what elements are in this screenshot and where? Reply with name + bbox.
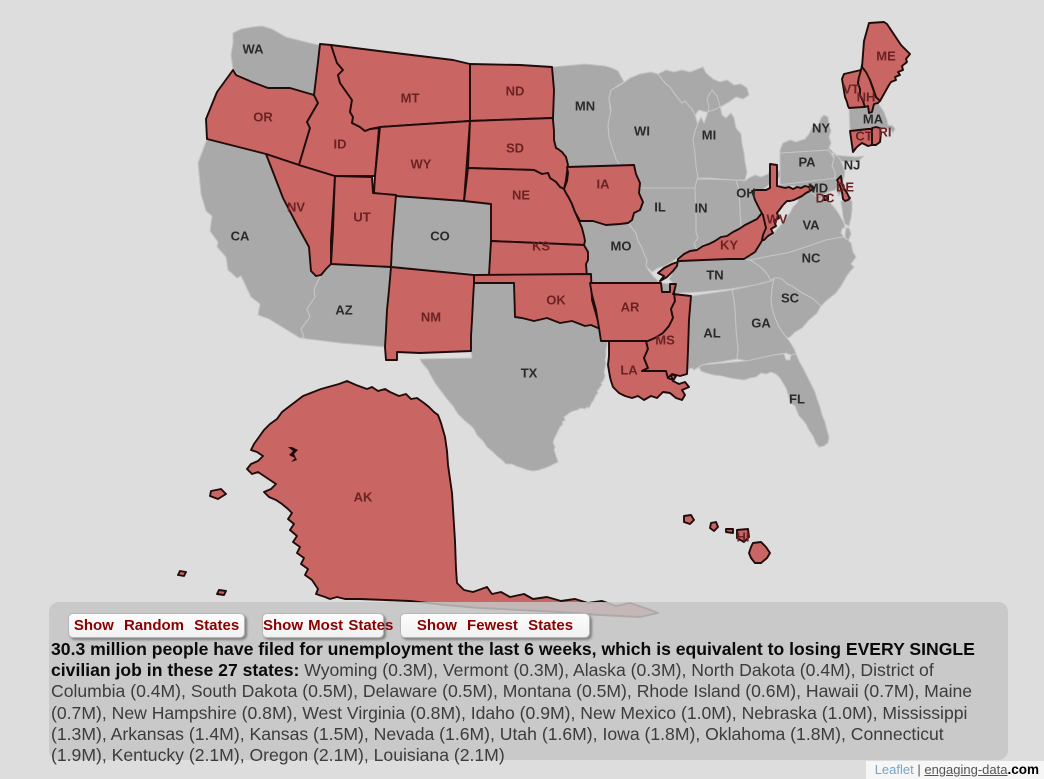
svg-text:LA: LA (620, 363, 638, 378)
svg-text:MO: MO (611, 239, 632, 254)
svg-text:IA: IA (597, 177, 611, 192)
svg-text:AR: AR (621, 300, 640, 315)
svg-text:AL: AL (703, 326, 720, 341)
svg-text:NM: NM (421, 310, 441, 325)
svg-text:MT: MT (401, 91, 420, 106)
svg-text:MD: MD (808, 181, 828, 196)
svg-text:NE: NE (512, 188, 530, 203)
svg-text:SC: SC (781, 291, 800, 306)
svg-text:UT: UT (353, 210, 370, 225)
svg-text:WA: WA (243, 42, 265, 57)
svg-text:MI: MI (702, 128, 716, 143)
svg-text:HI: HI (737, 530, 750, 545)
svg-text:AK: AK (354, 490, 373, 505)
svg-text:NJ: NJ (844, 158, 861, 173)
svg-text:OK: OK (546, 293, 566, 308)
svg-text:GA: GA (751, 316, 771, 331)
svg-text:KS: KS (532, 239, 550, 254)
svg-text:PA: PA (798, 155, 816, 170)
svg-text:CT: CT (855, 129, 872, 144)
svg-text:WY: WY (411, 157, 432, 172)
svg-text:FL: FL (789, 392, 805, 407)
svg-text:VA: VA (802, 218, 820, 233)
svg-text:MS: MS (655, 333, 675, 348)
svg-text:DE: DE (836, 180, 854, 195)
svg-text:IL: IL (654, 200, 666, 215)
svg-text:WI: WI (634, 124, 650, 139)
svg-text:OR: OR (253, 110, 273, 125)
svg-text:TN: TN (706, 268, 723, 283)
svg-text:RI: RI (879, 125, 892, 140)
svg-text:NC: NC (802, 251, 821, 266)
svg-text:ME: ME (876, 49, 896, 64)
svg-text:WV: WV (767, 212, 788, 227)
svg-text:IN: IN (695, 201, 708, 216)
svg-text:NH: NH (857, 90, 876, 105)
svg-text:MA: MA (863, 112, 884, 127)
svg-text:SD: SD (506, 141, 524, 156)
svg-text:NY: NY (812, 121, 830, 136)
svg-text:TX: TX (521, 366, 538, 381)
svg-text:OH: OH (736, 186, 756, 201)
svg-text:CA: CA (231, 229, 250, 244)
svg-text:NV: NV (287, 200, 305, 215)
svg-text:ND: ND (506, 84, 525, 99)
svg-text:KY: KY (720, 238, 738, 253)
svg-text:AZ: AZ (335, 303, 352, 318)
svg-text:ID: ID (334, 137, 347, 152)
svg-text:VT: VT (843, 82, 860, 97)
svg-text:DC: DC (816, 191, 835, 206)
svg-text:MN: MN (575, 99, 595, 114)
svg-text:CO: CO (430, 229, 450, 244)
